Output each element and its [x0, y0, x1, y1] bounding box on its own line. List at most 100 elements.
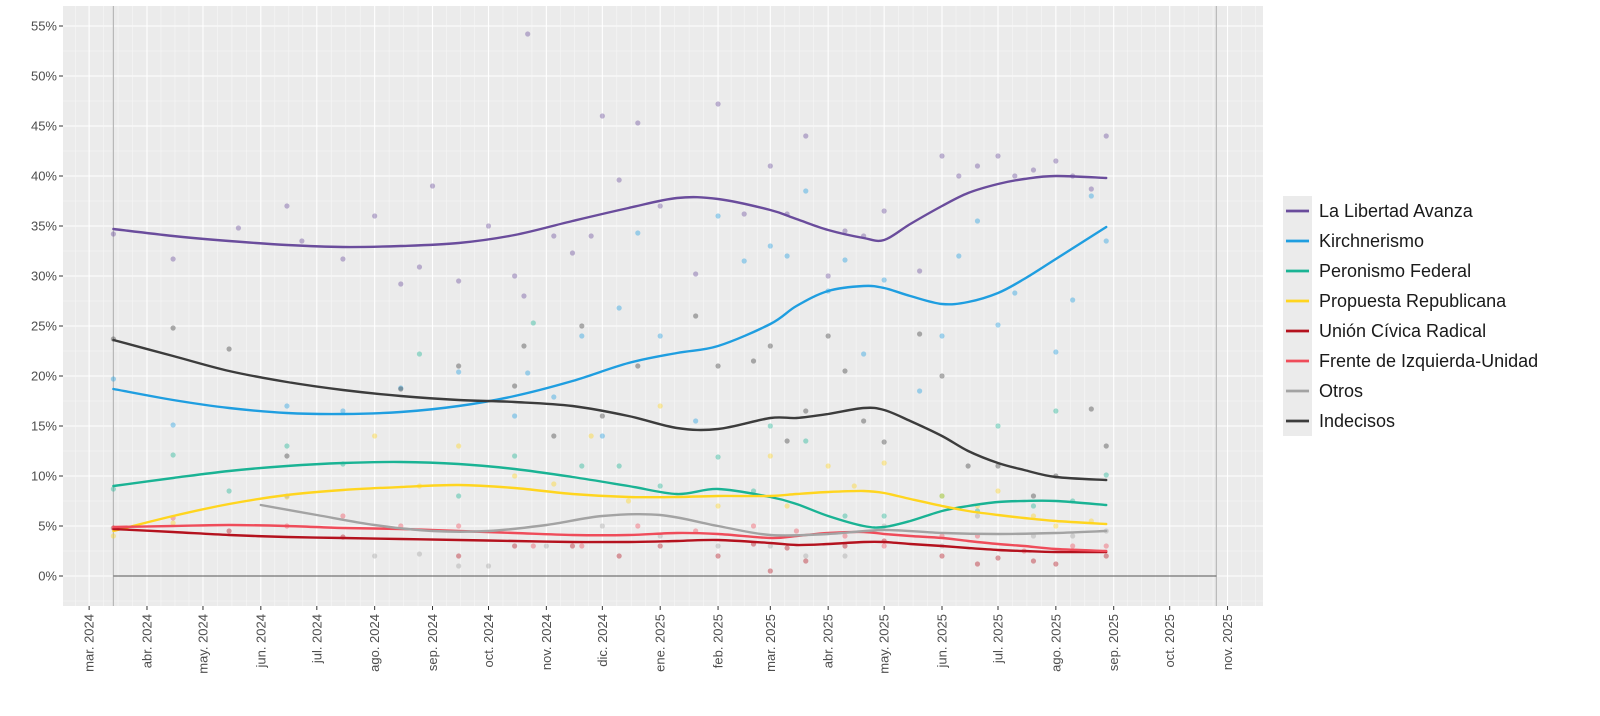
poll-point-kirchnerismo [525, 370, 531, 376]
poll-point-kirchnerismo [398, 385, 404, 391]
poll-point-la-libertad-avanza [416, 264, 423, 270]
poll-point-la-libertad-avanza [956, 173, 962, 179]
poll-point-kirchnerismo [1070, 297, 1076, 303]
poll-point-indecisos [939, 373, 945, 379]
trend-line-otros [259, 503, 1108, 537]
poll-point-otros [543, 543, 549, 549]
trend-line-la-libertad-avanza [112, 174, 1108, 249]
poll-point-la-libertad-avanza [803, 133, 809, 139]
poll-point-indecisos [803, 408, 809, 414]
poll-point-union-civica-radical [767, 568, 773, 574]
poll-point-peronismo-federal [616, 463, 622, 469]
poll-point-propuesta-republicana [588, 433, 594, 439]
poll-point-indecisos [1030, 493, 1037, 499]
poll-point-la-libertad-avanza [1088, 186, 1094, 192]
axes: 0% 5% 10% 15% 20% 25% 30% 35% 40% 45% 50% 55% mar. 2… [31, 19, 1235, 674]
y-tick-label: 0% [38, 569, 57, 584]
x-tick-label: oct. 2024 [481, 614, 496, 668]
legend-label-propuesta-republicana: Propuesta Republicana [1319, 291, 1507, 311]
x-tick-label: nov. 2024 [539, 614, 554, 670]
poll-point-peronismo-federal [750, 488, 757, 494]
poll-point-frente-de-izquierda-unidad [1103, 543, 1109, 549]
poll-point-la-libertad-avanza [616, 177, 622, 183]
poll-point-kirchnerismo [170, 422, 176, 428]
poll-point-propuesta-republicana [939, 493, 945, 499]
poll-point-indecisos [995, 463, 1001, 469]
poll-point-union-civica-radical [939, 553, 945, 559]
poll-point-frente-de-izquierda-unidad [1070, 543, 1076, 549]
poll-point-la-libertad-avanza [521, 293, 527, 299]
poll-point-union-civica-radical [784, 545, 790, 551]
poll-point-peronismo-federal [995, 423, 1001, 429]
poll-point-peronismo-federal [715, 454, 721, 460]
x-tick-label: mar. 2024 [82, 614, 97, 672]
poll-point-peronismo-federal [226, 488, 232, 494]
poll-point-propuesta-republicana [170, 520, 176, 526]
poll-point-kirchnerismo [881, 277, 887, 283]
poll-point-la-libertad-avanza [974, 163, 981, 169]
poll-point-kirchnerismo [1012, 290, 1018, 296]
poll-point-otros [803, 553, 809, 559]
poll-point-union-civica-radical [715, 553, 721, 559]
poll-point-propuesta-republicana [625, 498, 632, 504]
poll-point-peronismo-federal [512, 453, 518, 459]
poll-point-propuesta-republicana [851, 483, 857, 489]
poll-point-kirchnerismo [1088, 193, 1094, 199]
poll-point-kirchnerismo [599, 433, 605, 439]
trend-line-propuesta-republicana [112, 483, 1108, 533]
poll-point-la-libertad-avanza [429, 183, 436, 189]
poll-point-otros [715, 543, 721, 549]
poll-point-la-libertad-avanza [398, 281, 404, 287]
poll-point-union-civica-radical [995, 555, 1001, 561]
poll-point-kirchnerismo [974, 218, 981, 224]
poll-point-la-libertad-avanza [1012, 173, 1018, 179]
poll-point-propuesta-republicana [784, 503, 790, 509]
poll-point-la-libertad-avanza [1103, 133, 1109, 139]
poll-point-la-libertad-avanza [657, 203, 663, 209]
legend-label-union-civica-radical: Unión Cívica Radical [1319, 321, 1486, 341]
y-tick-label: 50% [31, 69, 57, 84]
poll-point-la-libertad-avanza [512, 273, 518, 279]
poll-point-kirchnerismo [767, 243, 773, 249]
poll-point-kirchnerismo [616, 305, 622, 311]
poll-point-peronismo-federal [110, 486, 116, 492]
poll-point-indecisos [1088, 406, 1094, 412]
poll-point-propuesta-republicana [372, 433, 378, 439]
poll-point-la-libertad-avanza [1030, 167, 1037, 173]
x-tick-label: abr. 2024 [139, 614, 154, 668]
y-tick-label: 25% [31, 319, 57, 334]
poll-point-propuesta-republicana [881, 460, 887, 466]
poll-point-kirchnerismo [1053, 349, 1059, 355]
poll-point-indecisos [965, 463, 971, 469]
poll-point-kirchnerismo [657, 333, 663, 339]
poll-point-otros [599, 523, 605, 529]
poll-point-propuesta-republicana [110, 533, 116, 539]
poll-point-propuesta-republicana [512, 473, 518, 479]
poll-point-kirchnerismo [939, 333, 945, 339]
legend-key-background [1283, 196, 1312, 436]
y-tick-label: 40% [31, 169, 57, 184]
legend-label-indecisos: Indecisos [1319, 411, 1395, 431]
poll-point-otros [416, 551, 423, 557]
poll-point-la-libertad-avanza [551, 233, 557, 239]
poll-point-kirchnerismo [715, 213, 721, 219]
poll-point-otros [485, 563, 492, 569]
poll-point-propuesta-republicana [551, 481, 557, 487]
poll-point-indecisos [521, 343, 527, 349]
poll-point-union-civica-radical [657, 543, 663, 549]
x-tick-label: jul. 2025 [990, 614, 1005, 664]
legend-label-la-libertad-avanza: La Libertad Avanza [1319, 201, 1474, 221]
y-tick-label: 10% [31, 469, 57, 484]
poll-point-la-libertad-avanza [917, 268, 923, 274]
poll-point-indecisos [861, 418, 867, 424]
poll-point-la-libertad-avanza [881, 208, 887, 214]
poll-point-kirchnerismo [110, 376, 116, 382]
poll-point-peronismo-federal [416, 351, 423, 357]
poll-point-otros [974, 513, 981, 519]
poll-point-peronismo-federal [1053, 408, 1059, 414]
poll-point-peronismo-federal [170, 452, 176, 458]
poll-point-indecisos [1103, 443, 1109, 449]
poll-point-indecisos [917, 331, 923, 337]
